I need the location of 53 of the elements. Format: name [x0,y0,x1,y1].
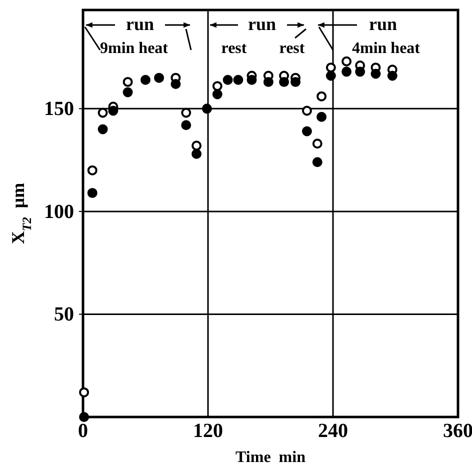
point [370,68,381,79]
x-axis-title: Time min [236,449,306,466]
annotation: 4min heat [352,40,421,57]
y-tick-label: 100 [44,200,74,223]
point [170,79,181,89]
point [98,108,108,118]
point [192,148,202,159]
point [302,106,312,116]
point [98,124,108,134]
point [122,76,133,87]
y-tick-label: 150 [44,98,74,120]
point [326,62,336,73]
annotation: run [248,14,276,34]
point [316,112,327,122]
x-tick-label: 240 [318,420,348,442]
annotation: rest [221,40,248,57]
point [181,120,192,130]
point [302,126,312,136]
x-tick-label: 360 [443,420,472,442]
point [290,76,300,87]
point [212,81,222,92]
point [212,89,222,100]
point [246,74,257,85]
point [312,138,322,149]
point [87,188,98,198]
point [355,66,366,77]
point [279,76,290,87]
point [316,91,327,102]
point [326,70,336,81]
point [222,74,233,85]
x-tick-label: 0 [78,420,88,442]
point [312,157,322,168]
point [202,104,212,114]
point [192,140,202,151]
point [87,165,98,176]
annotation: 9min heat [100,40,169,57]
annotation: rest [279,40,306,57]
point [233,74,244,85]
point [154,72,164,83]
point [181,108,192,118]
point [342,66,352,77]
annotation: run [368,14,398,34]
point [387,70,398,81]
point [140,74,150,85]
point [342,56,352,66]
point [263,76,274,87]
x-tick-label: 120 [193,420,223,442]
y-tick-label: 50 [54,304,74,326]
point [108,106,118,116]
point [79,412,90,422]
annotation: run [126,14,154,34]
point [79,387,90,398]
point [122,87,133,98]
